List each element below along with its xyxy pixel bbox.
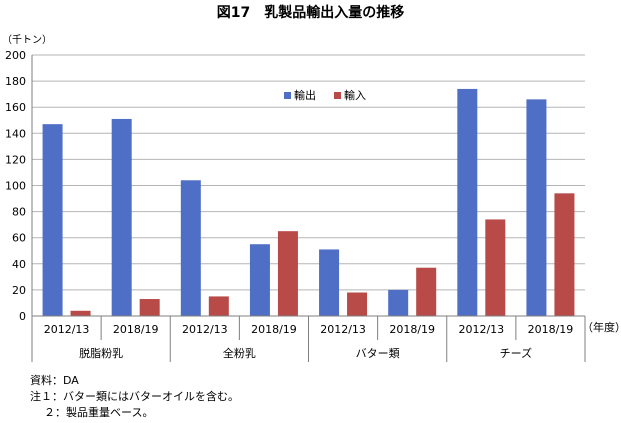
y-tick-label: 180 <box>5 75 26 88</box>
bar-export <box>457 88 478 317</box>
legend-label: 輸入 <box>344 88 366 102</box>
y-axis-ticks: 0 20 40 60 80 100 120 140 160 180 200 <box>5 49 26 323</box>
group-label: 脱脂粉乳 <box>79 346 123 360</box>
chart-title: 図17 乳製品輸出入量の推移 <box>216 5 405 21</box>
bar-export <box>388 289 409 316</box>
bar-export <box>42 124 63 316</box>
y-tick-label: 0 <box>19 310 26 323</box>
y-tick-label: 60 <box>12 232 26 245</box>
bar-import <box>277 231 298 316</box>
group-label: 全粉乳 <box>223 346 256 360</box>
note-1: 注１：バター類にはバターオイルを含む。 <box>30 390 239 403</box>
bar-export <box>319 249 340 316</box>
category-label: 2012/13 <box>320 323 366 336</box>
category-label: 2012/13 <box>44 323 90 336</box>
category-labels: 2012/13 2018/19 2012/13 2018/19 2012/13 2018/… <box>44 323 574 336</box>
category-label: 2012/13 <box>458 323 504 336</box>
category-label: 2012/13 <box>182 323 228 336</box>
bar-import <box>347 292 368 316</box>
axes <box>31 55 586 362</box>
category-label: 2018/19 <box>113 323 159 336</box>
source-note: 資料：DA <box>30 374 79 387</box>
bar-import <box>70 310 91 316</box>
y-tick-label: 80 <box>12 206 26 219</box>
y-tick-label: 160 <box>5 101 26 114</box>
bar-export <box>180 180 201 316</box>
group-label: バター類 <box>356 347 400 360</box>
bar-import <box>416 267 437 316</box>
legend-swatch <box>334 92 341 99</box>
legend: 輸出 輸入 <box>284 88 366 102</box>
bar-export <box>249 244 270 316</box>
y-tick-label: 140 <box>5 127 26 140</box>
bar-import <box>208 296 229 316</box>
group-labels: 脱脂粉乳 全粉乳 バター類 チーズ <box>79 346 532 360</box>
y-tick-label: 120 <box>5 153 26 166</box>
y-tick-label: 20 <box>12 284 26 297</box>
y-axis-label: （千トン） <box>2 34 52 46</box>
y-tick-label: 40 <box>12 258 26 271</box>
notes: 資料：DA 注１：バター類にはバターオイルを含む。 ２：製品重量ベース。 <box>30 373 239 421</box>
bars <box>42 88 575 317</box>
y-tick-label: 100 <box>5 180 26 193</box>
legend-label: 輸出 <box>294 88 316 102</box>
bar-import <box>139 299 160 316</box>
y-tick-label: 200 <box>5 49 26 62</box>
bar-import <box>485 219 506 316</box>
category-label: 2018/19 <box>251 323 297 336</box>
group-label: チーズ <box>500 346 532 360</box>
legend-swatch <box>284 92 291 99</box>
x-axis-label: （年度） <box>582 320 621 334</box>
note-2: ２：製品重量ベース。 <box>44 406 154 419</box>
bar-export <box>526 99 547 317</box>
bar-import <box>554 193 575 316</box>
category-label: 2018/19 <box>528 323 574 336</box>
bar-export <box>111 118 132 316</box>
category-label: 2018/19 <box>389 323 435 336</box>
